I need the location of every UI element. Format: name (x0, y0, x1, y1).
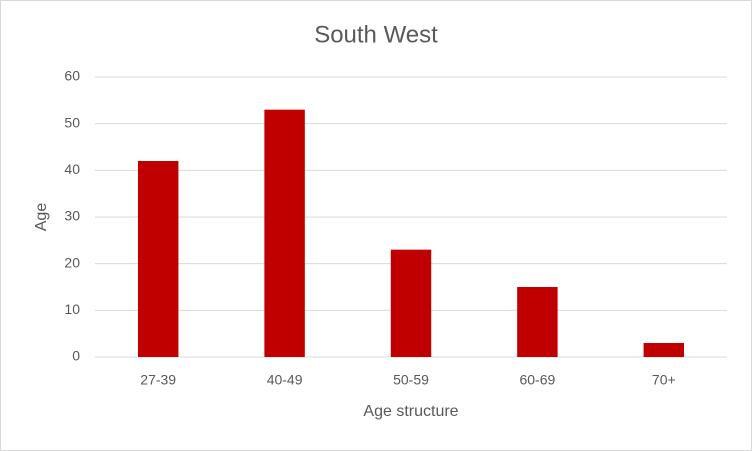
y-axis-label: Age (33, 203, 50, 232)
x-tick-label: 50-59 (393, 372, 429, 388)
x-axis-label: Age structure (363, 403, 458, 420)
bar (517, 287, 558, 357)
bar (264, 109, 305, 358)
x-tick-label: 60-69 (519, 372, 555, 388)
y-tick-label: 50 (64, 114, 80, 130)
x-tick-label: 40-49 (267, 372, 303, 388)
y-tick-label: 20 (64, 254, 80, 270)
y-tick-label: 30 (64, 208, 80, 224)
y-tick-label: 40 (64, 161, 80, 177)
y-tick-label: 0 (72, 348, 80, 364)
x-tick-label: 27-39 (140, 372, 176, 388)
bar (643, 343, 685, 357)
chart-title: South West (314, 21, 438, 48)
x-tick-label: 70+ (652, 372, 676, 388)
y-tick-label: 10 (64, 301, 80, 317)
bar (137, 161, 179, 357)
bar (390, 249, 432, 357)
y-tick-label: 60 (64, 68, 80, 84)
